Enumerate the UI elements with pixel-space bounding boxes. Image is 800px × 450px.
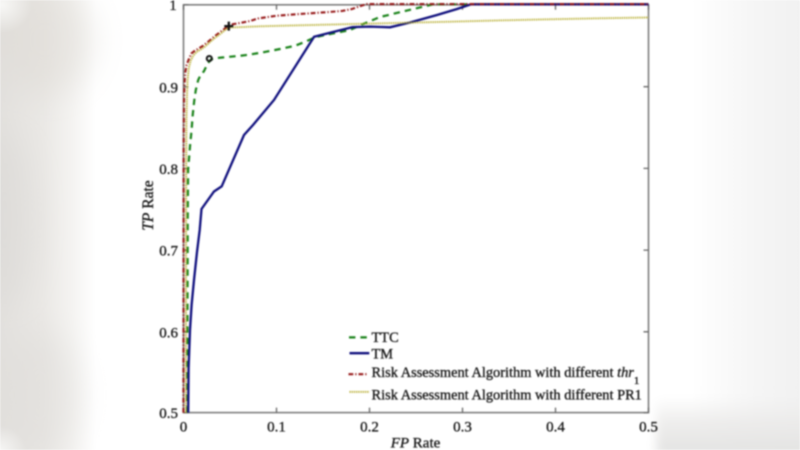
svg-text:TP Rate: TP Rate xyxy=(140,180,157,230)
svg-text:0.6: 0.6 xyxy=(159,325,178,341)
svg-text:0.5: 0.5 xyxy=(159,406,178,422)
svg-text:0.8: 0.8 xyxy=(159,162,178,178)
svg-text:0: 0 xyxy=(180,420,188,436)
svg-text:0.4: 0.4 xyxy=(546,420,565,436)
svg-text:0.3: 0.3 xyxy=(453,420,472,436)
svg-text:0.5: 0.5 xyxy=(639,420,658,436)
svg-text:FP Rate: FP Rate xyxy=(390,436,441,450)
svg-text:1: 1 xyxy=(169,0,177,14)
svg-text:0.9: 0.9 xyxy=(159,80,178,96)
svg-text:TM: TM xyxy=(372,347,394,363)
svg-text:0.1: 0.1 xyxy=(267,420,286,436)
svg-text:TTC: TTC xyxy=(372,330,399,346)
svg-text:0.7: 0.7 xyxy=(159,244,178,260)
svg-text:Risk Assessment Algorithm with: Risk Assessment Algorithm with different… xyxy=(372,388,642,404)
svg-text:0.2: 0.2 xyxy=(360,420,379,436)
